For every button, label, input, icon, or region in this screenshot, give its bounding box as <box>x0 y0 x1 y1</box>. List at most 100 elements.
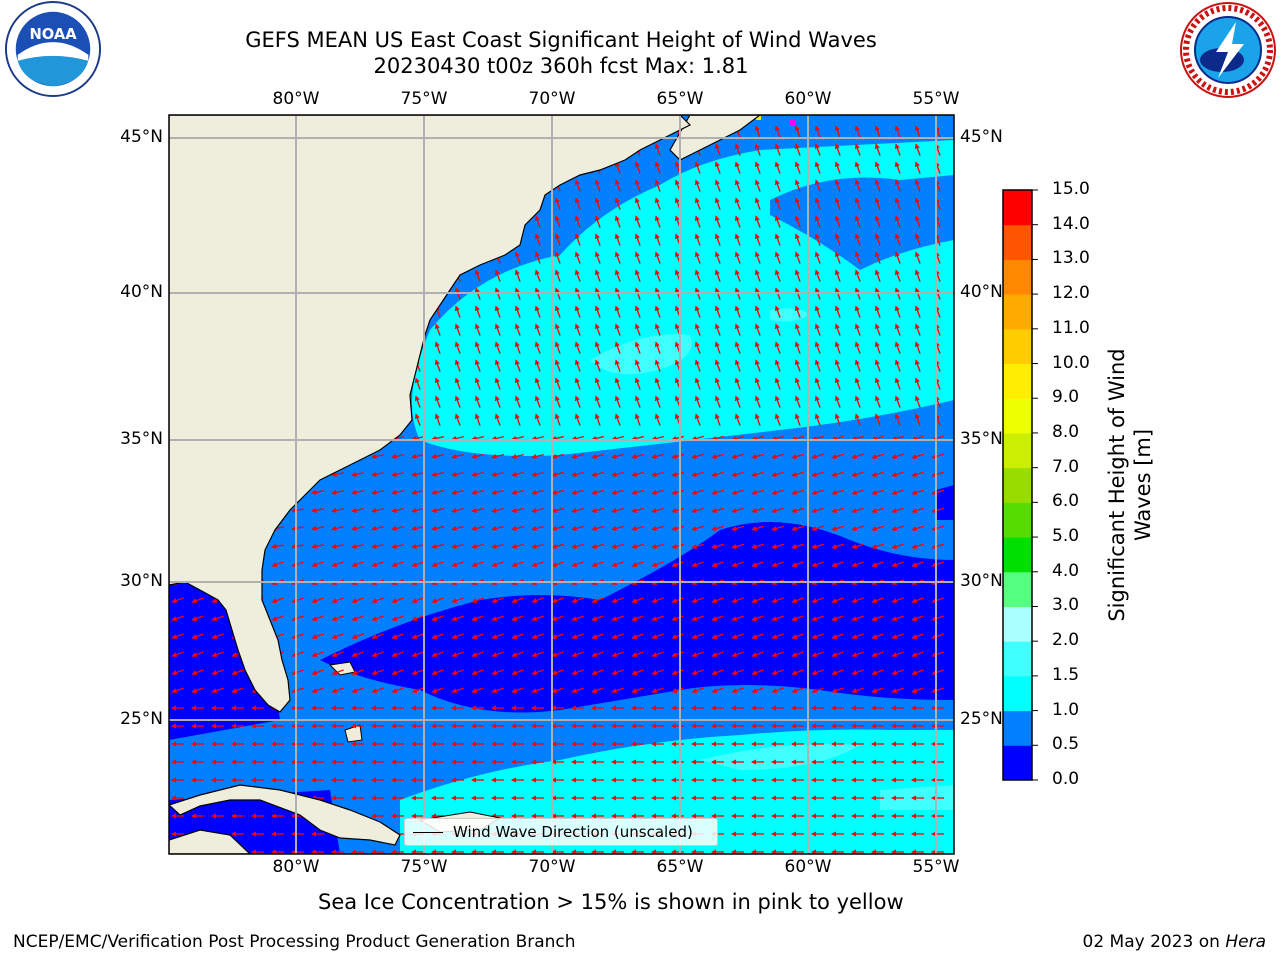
wind-wave-arrow <box>391 543 405 549</box>
wind-wave-arrow <box>851 471 864 478</box>
wind-wave-arrow <box>894 197 901 210</box>
wind-wave-arrow <box>651 471 664 477</box>
wind-wave-arrow <box>791 651 804 658</box>
wind-wave-arrow <box>751 525 764 532</box>
wind-wave-arrow <box>911 651 924 658</box>
wind-wave-arrow <box>771 543 784 550</box>
wind-wave-arrow <box>451 471 464 477</box>
wind-wave-arrow <box>931 651 944 658</box>
wind-wave-arrow <box>491 525 504 531</box>
wind-wave-arrow <box>511 435 524 441</box>
wind-wave-arrow <box>411 543 424 549</box>
colorbar-tick-label: 11.0 <box>1052 317 1090 338</box>
wind-wave-arrow <box>794 377 801 390</box>
wind-wave-arrow <box>591 615 604 622</box>
wind-wave-arrow <box>614 377 621 390</box>
wind-wave-arrow <box>331 525 345 531</box>
wind-wave-arrow <box>914 125 921 138</box>
wind-wave-arrow <box>191 633 204 640</box>
wind-wave-arrow <box>874 305 881 318</box>
wind-wave-arrow <box>751 615 764 622</box>
wind-wave-arrow <box>331 471 345 477</box>
wind-wave-arrow <box>671 543 684 549</box>
wind-wave-arrow <box>694 161 701 174</box>
wind-wave-arrow <box>694 233 701 246</box>
lat-label-right: 30°N <box>960 571 1003 591</box>
wind-wave-arrow <box>894 305 901 318</box>
wind-wave-arrow <box>914 215 921 228</box>
wind-wave-arrow <box>774 215 781 228</box>
wind-wave-arrow <box>854 377 861 390</box>
wind-wave-arrow <box>671 489 684 495</box>
wind-wave-arrow <box>351 507 365 513</box>
wind-wave-arrow <box>391 489 405 495</box>
wind-wave-arrow <box>271 543 285 549</box>
wind-wave-arrow <box>711 471 724 477</box>
wind-wave-arrow <box>831 543 844 550</box>
wind-wave-arrow <box>814 395 821 408</box>
colorbar-segment <box>1003 606 1032 642</box>
wind-wave-arrow <box>734 377 741 390</box>
wind-wave-arrow <box>454 413 461 426</box>
wind-wave-arrow <box>831 507 844 514</box>
wind-wave-arrow <box>491 651 504 658</box>
wind-wave-arrow <box>894 179 901 192</box>
wind-wave-arrow <box>811 525 824 532</box>
wind-wave-arrow <box>171 615 184 622</box>
wind-wave-arrow <box>794 179 801 192</box>
wind-wave-arrow <box>731 543 744 550</box>
wind-wave-arrow <box>731 561 744 568</box>
wind-wave-arrow <box>691 507 704 513</box>
wind-wave-arrow <box>451 633 464 640</box>
wind-wave-arrow <box>554 305 561 318</box>
wind-wave-arrow <box>791 543 804 550</box>
wind-wave-arrow <box>754 251 761 264</box>
wind-wave-arrow <box>494 359 501 372</box>
wind-wave-arrow <box>614 179 621 192</box>
wind-wave-arrow <box>494 341 501 354</box>
wind-wave-arrow <box>931 525 944 532</box>
wind-wave-arrow <box>511 651 524 658</box>
wind-wave-arrow <box>894 233 901 246</box>
wind-wave-arrow <box>531 453 544 459</box>
wind-wave-arrow <box>594 233 601 246</box>
wind-wave-arrow <box>711 633 724 640</box>
wind-wave-arrow <box>574 377 581 390</box>
wind-wave-arrow <box>834 125 841 138</box>
wind-wave-arrow <box>634 251 641 264</box>
wind-wave-arrow <box>714 251 721 264</box>
wind-wave-arrow <box>631 471 644 477</box>
wind-wave-arrow <box>594 359 601 372</box>
wind-wave-arrow <box>831 489 844 496</box>
wind-wave-arrow <box>291 543 305 549</box>
wind-wave-arrow <box>651 525 664 531</box>
wind-wave-arrow <box>534 341 541 354</box>
wind-wave-arrow <box>871 615 884 622</box>
wave-zone-northern-light-2 <box>770 308 810 322</box>
wind-wave-arrow <box>614 359 621 372</box>
wind-wave-arrow <box>651 615 664 622</box>
wind-wave-arrow <box>474 305 481 318</box>
wind-wave-arrow <box>731 615 744 622</box>
wind-wave-arrow <box>811 453 824 460</box>
wind-wave-arrow <box>534 395 541 408</box>
lat-label-left: 30°N <box>120 571 163 591</box>
wind-wave-arrow <box>791 453 804 460</box>
wind-wave-arrow <box>754 197 761 210</box>
wind-wave-arrow <box>291 651 304 658</box>
wind-wave-arrow <box>311 633 324 640</box>
wind-wave-arrow <box>531 669 544 676</box>
wind-wave-arrow <box>494 377 501 390</box>
wind-wave-arrow <box>451 507 464 513</box>
wind-wave-arrow <box>371 525 385 531</box>
wind-wave-arrow <box>814 323 821 336</box>
wind-wave-arrow <box>654 395 661 408</box>
wind-wave-arrow <box>711 525 724 531</box>
wind-wave-arrow <box>851 543 864 550</box>
wind-wave-arrow <box>914 359 921 372</box>
wind-wave-arrow <box>794 197 801 210</box>
wind-wave-arrow <box>754 305 761 318</box>
colorbar-tick-label: 2.0 <box>1052 630 1080 651</box>
wind-wave-arrow <box>614 197 621 210</box>
wind-wave-arrow <box>891 651 904 658</box>
